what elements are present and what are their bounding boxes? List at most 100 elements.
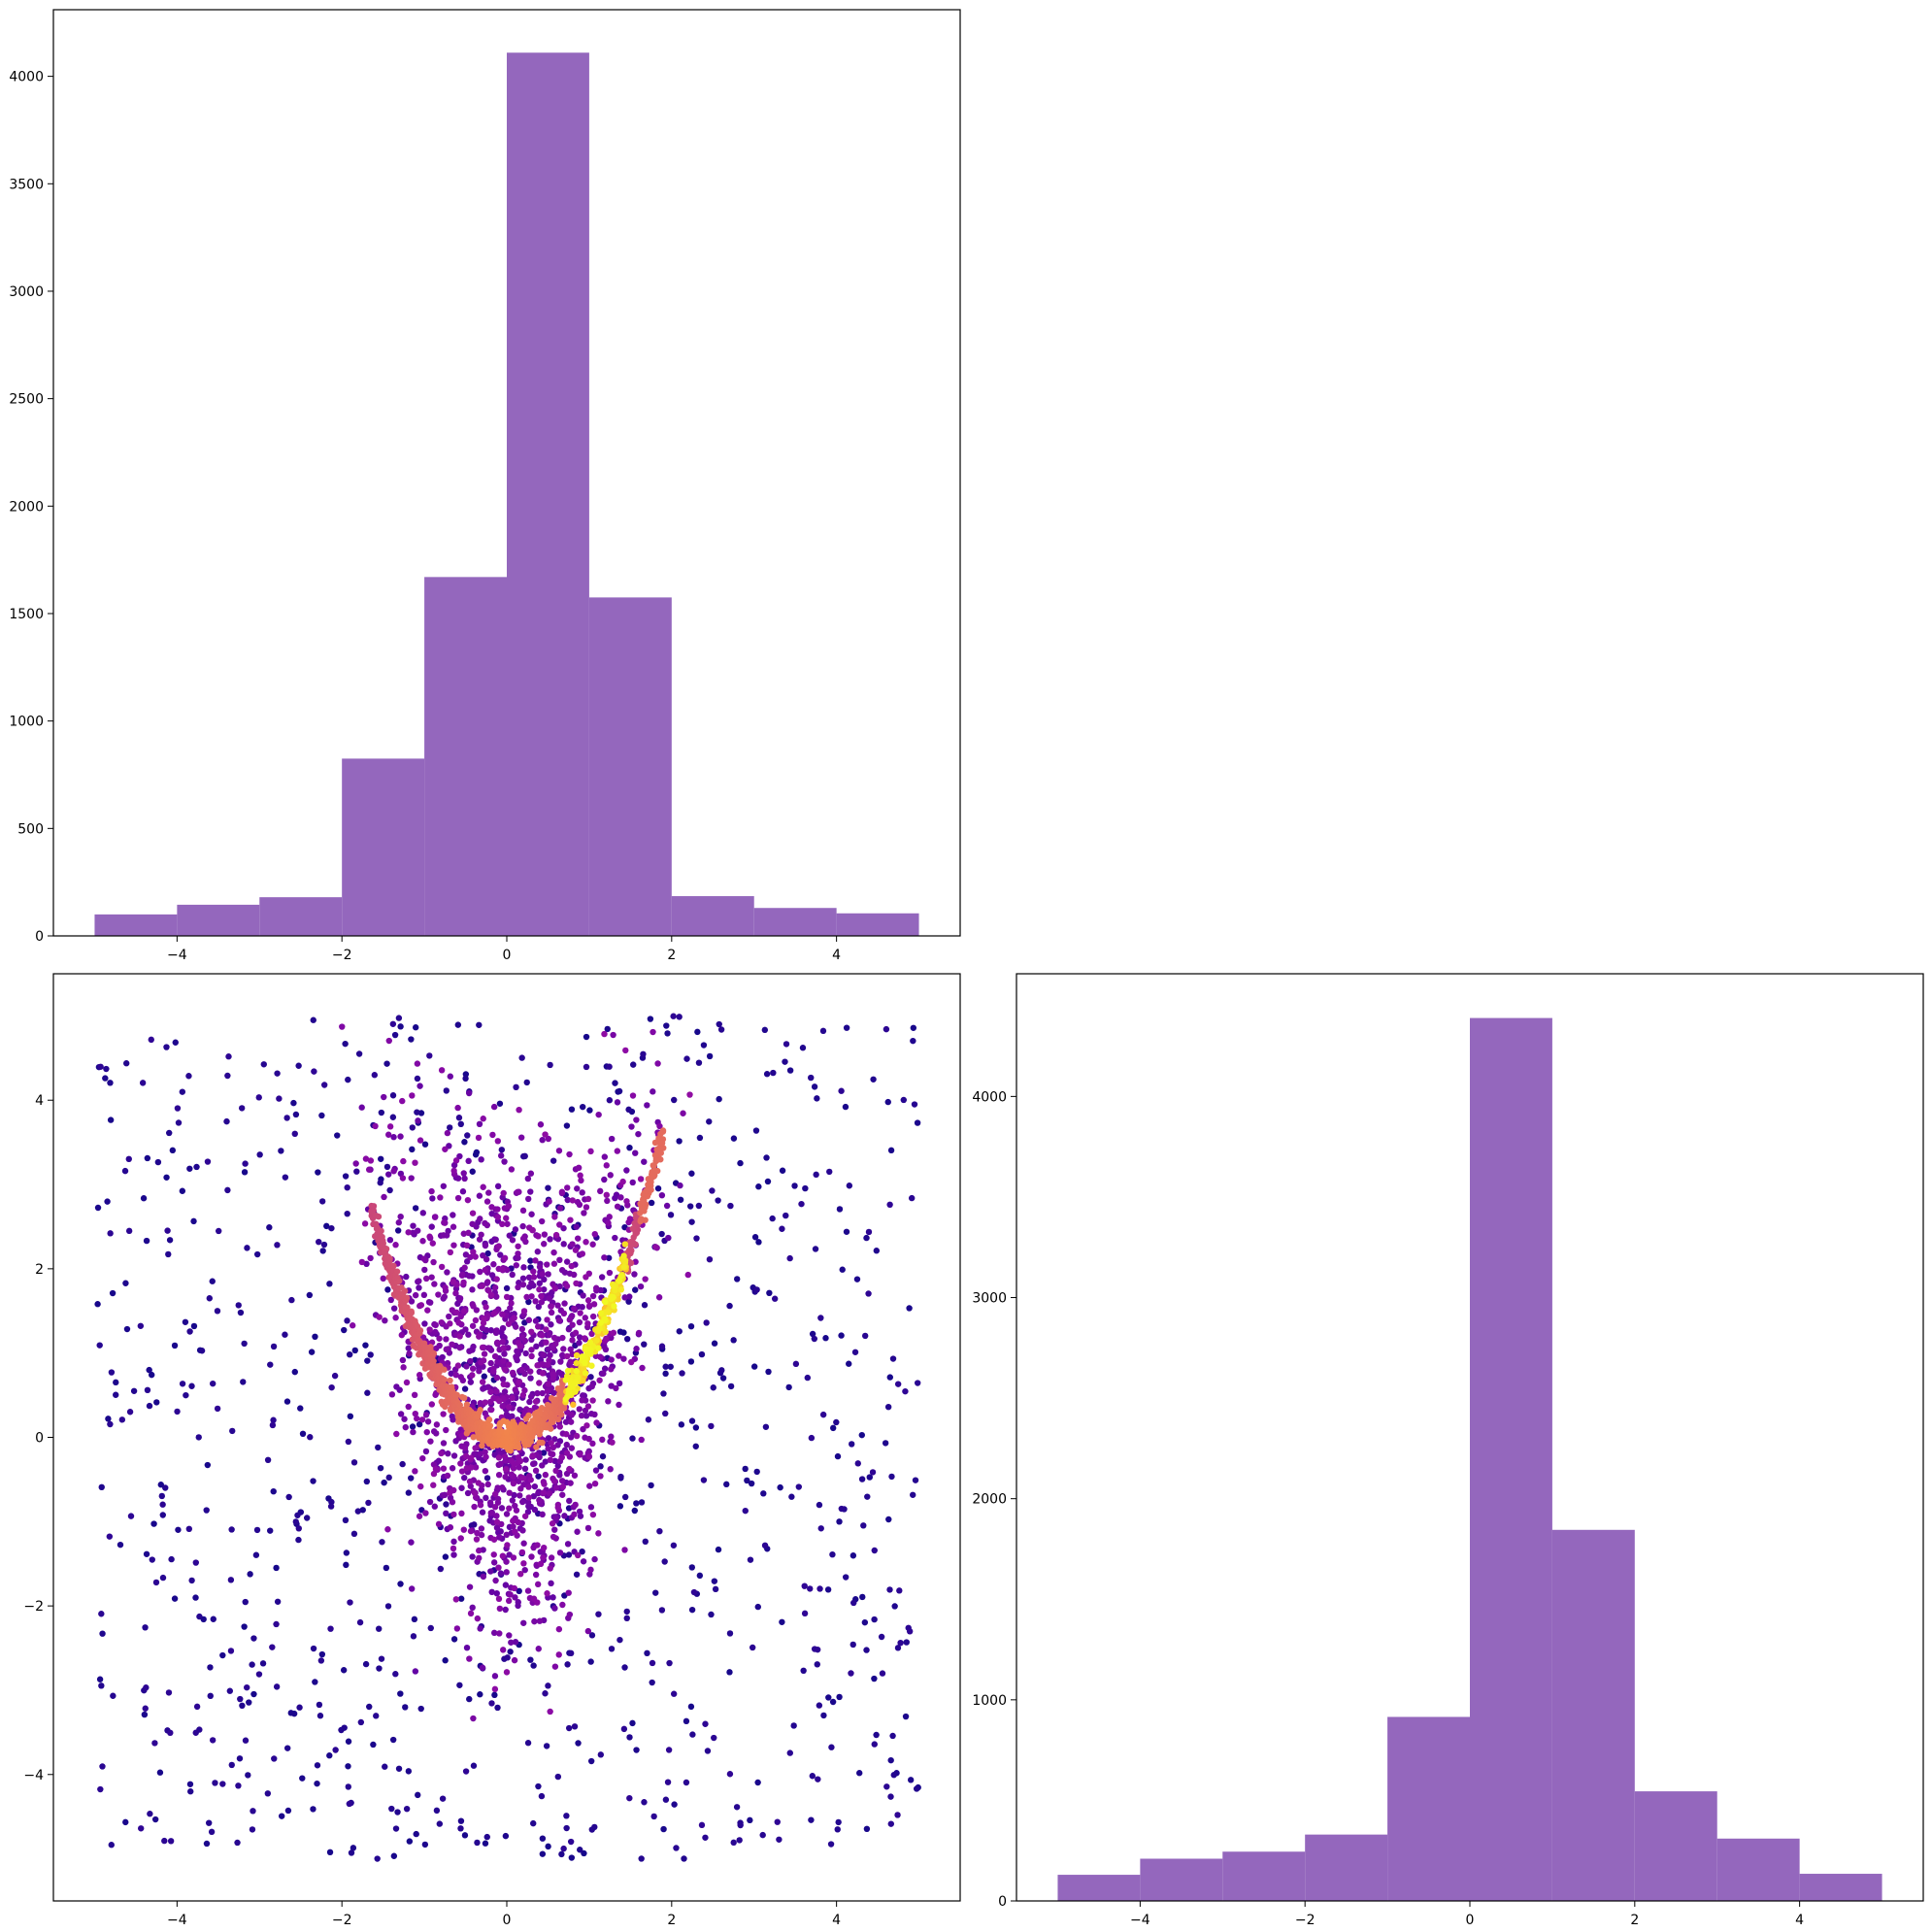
scatter-point <box>506 1505 513 1512</box>
scatter-point <box>851 1349 859 1355</box>
scatter-point <box>519 1391 527 1399</box>
scatter-point <box>383 1163 391 1171</box>
scatter-point <box>245 1772 251 1779</box>
scatter-point <box>465 1089 473 1097</box>
histogram-bar <box>424 577 507 936</box>
scatter-point <box>583 1350 590 1357</box>
scatter-point <box>839 1266 846 1273</box>
scatter-point <box>616 1401 622 1409</box>
scatter-point <box>556 1549 564 1556</box>
scatter-point <box>563 1441 570 1449</box>
scatter-point <box>551 1605 558 1612</box>
scatter-point <box>621 1493 629 1501</box>
scatter-point <box>370 1203 378 1210</box>
scatter-point <box>662 1370 669 1378</box>
scatter-point <box>637 1217 644 1225</box>
scatter-point <box>545 1446 551 1452</box>
scatter-point <box>296 1704 303 1711</box>
scatter-point <box>886 1374 893 1381</box>
scatter-point <box>483 1255 490 1263</box>
scatter-point <box>224 1072 231 1080</box>
scatter-point <box>443 1426 450 1434</box>
scatter-point <box>456 1402 464 1409</box>
scatter-point <box>509 1369 516 1377</box>
scatter-point <box>518 1366 525 1374</box>
scatter-point <box>706 1118 713 1125</box>
scatter-point <box>193 1703 201 1711</box>
scatter-point <box>493 1276 500 1282</box>
scatter-point <box>519 1275 527 1282</box>
scatter-point <box>816 1501 823 1509</box>
scatter-point <box>274 1070 281 1077</box>
scatter-point <box>638 1205 646 1213</box>
scatter-point <box>762 1423 770 1430</box>
scatter-point <box>247 1571 253 1578</box>
scatter-point <box>237 1695 244 1703</box>
scatter-point <box>476 1192 483 1199</box>
scatter-point <box>166 1129 173 1137</box>
scatter-point <box>564 1367 572 1375</box>
scatter-point <box>486 1422 494 1429</box>
scatter-point <box>500 1357 507 1365</box>
scatter-point <box>576 1508 583 1516</box>
scatter-point <box>97 1063 104 1070</box>
scatter-point <box>547 1708 553 1715</box>
scatter-point <box>107 1420 114 1428</box>
scatter-point <box>440 1411 447 1417</box>
scatter-point <box>573 1432 581 1440</box>
scatter-point <box>422 1275 430 1282</box>
scatter-point <box>620 1355 627 1362</box>
scatter-point <box>392 1315 399 1321</box>
y-tick-label: 4000 <box>972 1089 1007 1105</box>
scatter-point <box>838 1332 845 1339</box>
scatter-point <box>583 1274 589 1281</box>
scatter-point <box>490 1629 498 1637</box>
scatter-point <box>457 1460 464 1467</box>
scatter-point <box>556 1282 563 1290</box>
scatter-point <box>421 1320 428 1327</box>
scatter-point <box>563 1122 571 1129</box>
scatter-point <box>484 1383 492 1390</box>
scatter-point <box>299 1775 306 1782</box>
scatter-point <box>567 1346 574 1352</box>
scatter-point <box>499 1403 507 1410</box>
scatter-point <box>887 1793 894 1800</box>
scatter-point <box>391 1031 399 1039</box>
scatter-point <box>432 1391 439 1398</box>
scatter-point <box>658 1191 666 1199</box>
scatter-point <box>574 1198 582 1206</box>
scatter-point <box>598 1274 606 1281</box>
scatter-point <box>316 1238 322 1246</box>
scatter-point <box>622 1047 629 1054</box>
scatter-point <box>454 1362 462 1369</box>
scatter-point <box>631 1219 638 1227</box>
scatter-point <box>163 1044 170 1050</box>
scatter-point <box>455 1115 463 1121</box>
scatter-point <box>450 1212 456 1218</box>
scatter-point <box>542 1471 550 1479</box>
scatter-point <box>436 1335 443 1342</box>
scatter-point <box>814 1661 820 1668</box>
scatter-point <box>589 1292 597 1300</box>
scatter-point <box>384 1603 392 1610</box>
scatter-point <box>807 1585 814 1592</box>
scatter-point <box>552 1231 560 1239</box>
scatter-point <box>122 1280 129 1286</box>
scatter-point <box>490 1261 497 1268</box>
scatter-point <box>616 1278 623 1284</box>
scatter-point <box>228 1761 235 1769</box>
scatter-point <box>660 1825 667 1833</box>
scatter-point <box>457 1817 465 1824</box>
scatter-point <box>588 1382 595 1390</box>
scatter-point <box>588 1826 595 1833</box>
scatter-point <box>491 1284 499 1291</box>
scatter-point <box>488 1700 495 1707</box>
scatter-point <box>601 1316 609 1322</box>
scatter-point <box>421 1141 429 1148</box>
scatter-point <box>318 1650 326 1658</box>
scatter-point <box>792 1360 800 1368</box>
scatter-point <box>610 1282 617 1289</box>
scatter-point <box>563 1470 571 1478</box>
scatter-point <box>560 1310 568 1317</box>
scatter-point <box>188 1382 195 1389</box>
